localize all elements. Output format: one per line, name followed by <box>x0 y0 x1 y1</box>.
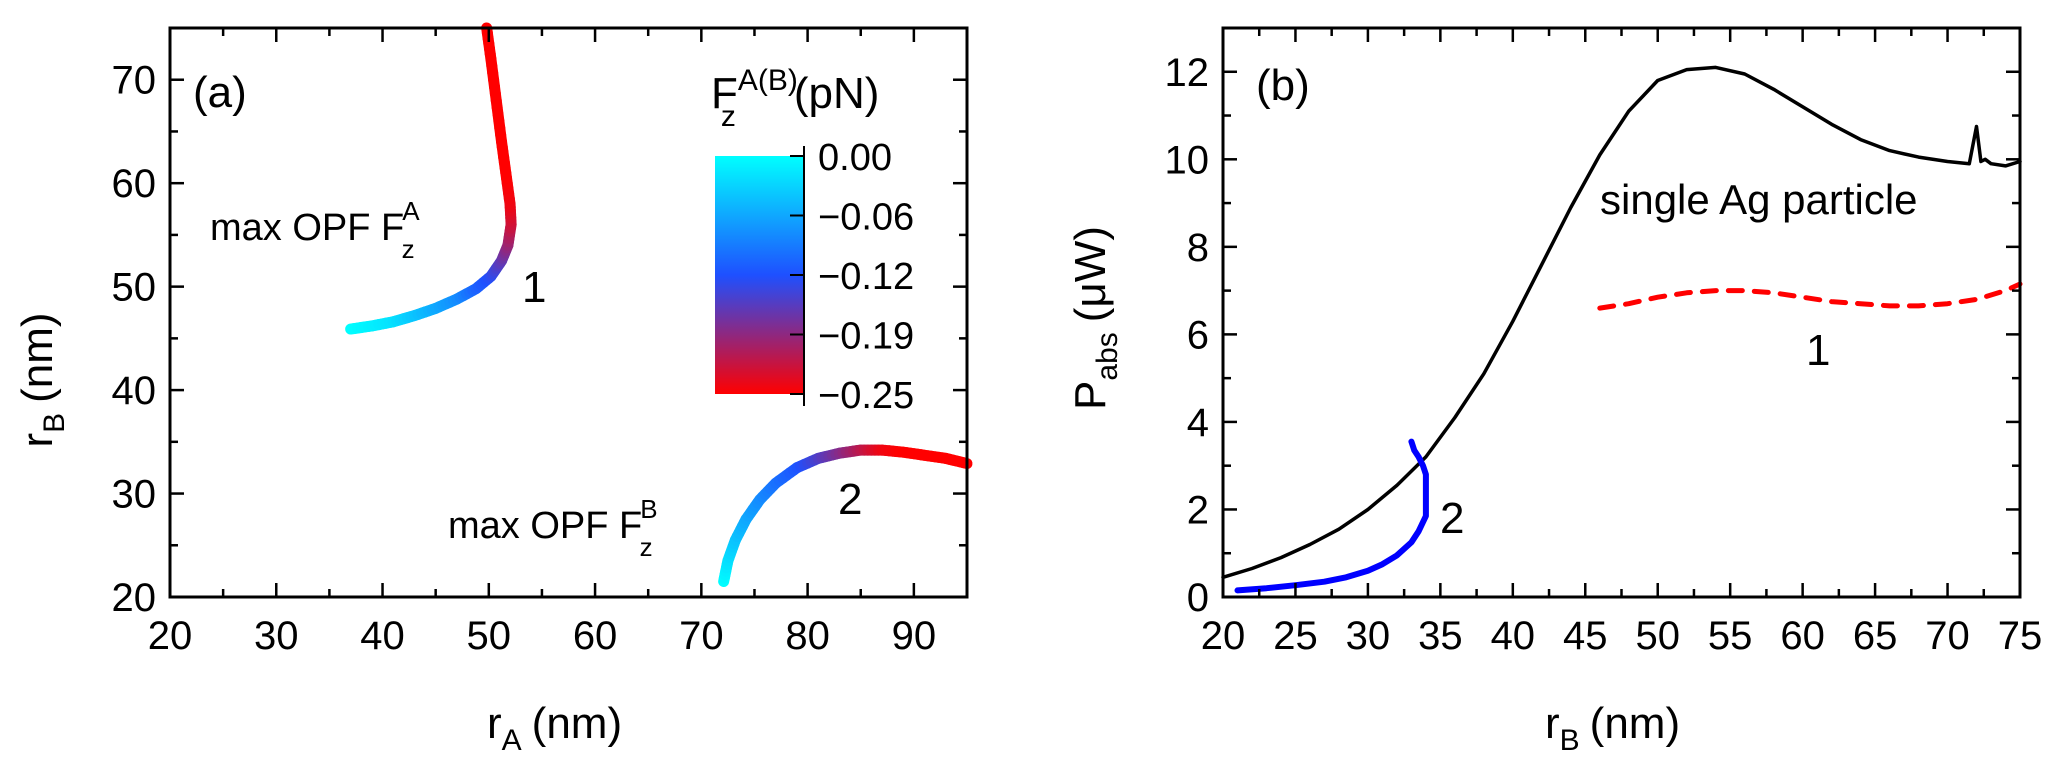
b-x-tick-label: 40 <box>1491 614 1536 658</box>
colorbar-gradient <box>715 156 803 394</box>
a-x-tick-label: 20 <box>148 614 193 658</box>
b-x-tick-label: 70 <box>1925 614 1970 658</box>
a-y-tick-label: 60 <box>112 162 157 206</box>
a-y-tick-label: 30 <box>112 473 157 517</box>
panel-b-label: (b) <box>1256 61 1310 110</box>
y-axis-label-b: Pabs(μW) <box>1066 226 1124 410</box>
b-y-tick-label: 4 <box>1187 401 1209 445</box>
b-y-tick-label: 12 <box>1165 51 1210 95</box>
colorbar-tick-label: 0.00 <box>818 137 892 179</box>
colorbar-tick-label: −0.06 <box>818 197 914 239</box>
b-y-tick-label: 6 <box>1187 313 1209 357</box>
b-y-tick-label: 0 <box>1187 576 1209 620</box>
b-y-tick-label: 10 <box>1165 138 1210 182</box>
b-x-tick-label: 30 <box>1346 614 1391 658</box>
colorbar: 0.00 −0.06 −0.12 −0.19 −0.25 FA(B)z(pN) <box>711 64 914 417</box>
b-x-tick-label: 35 <box>1418 614 1463 658</box>
a-y-tick-label: 70 <box>112 59 157 103</box>
a-y-tick-label: 20 <box>112 576 157 620</box>
a-x-tick-label: 30 <box>254 614 299 658</box>
annotation-single-ag: single Ag particle <box>1600 176 1918 223</box>
a-x-tick-label: 90 <box>892 614 937 658</box>
curve-label-b-1: 1 <box>1806 326 1830 375</box>
a-x-tick-label: 50 <box>467 614 512 658</box>
curve-label-2: 2 <box>838 475 862 524</box>
panel-b-frame <box>1223 28 2020 597</box>
a-x-tick-label: 80 <box>785 614 830 658</box>
b-x-tick-label: 55 <box>1708 614 1753 658</box>
panel-a-label: (a) <box>193 68 247 117</box>
colorbar-tick-label: −0.19 <box>818 316 914 358</box>
x-axis-label-a: rA(nm) <box>487 699 622 757</box>
b-y-tick-label: 2 <box>1187 488 1209 532</box>
curve-label-1: 1 <box>522 263 546 312</box>
b-x-tick-label: 60 <box>1780 614 1825 658</box>
a-y-tick-label: 40 <box>112 369 157 413</box>
colorbar-tick-label: −0.25 <box>818 375 914 417</box>
a-x-tick-label: 70 <box>679 614 724 658</box>
colorbar-tick-label: −0.12 <box>818 256 914 298</box>
b-x-tick-label: 45 <box>1563 614 1608 658</box>
b-x-tick-label: 65 <box>1853 614 1898 658</box>
power-curve-single-ag-particle <box>1223 67 2020 577</box>
curve-label-b-2: 2 <box>1440 494 1464 543</box>
b-x-tick-label: 50 <box>1635 614 1680 658</box>
a-x-tick-label: 40 <box>360 614 405 658</box>
power-curve-2 <box>1238 442 1426 591</box>
panel-a: 20 30 40 50 60 70 80 90 20 30 40 50 60 70 (a) 0.00 −0.… <box>13 28 967 757</box>
a-x-tick-label: 60 <box>573 614 618 658</box>
panel-b-curves <box>1223 67 2020 590</box>
colorbar-ticks: 0.00 −0.06 −0.12 −0.19 −0.25 <box>790 137 914 417</box>
y-axis-label-a: rB(nm) <box>13 312 71 447</box>
b-y-tick-label: 8 <box>1187 226 1209 270</box>
x-axis-label-b: rB(nm) <box>1545 699 1680 757</box>
b-x-tick-label: 75 <box>1998 614 2043 658</box>
b-x-tick-label: 20 <box>1201 614 1246 658</box>
colorbar-title: FA(B)z(pN) <box>711 64 879 133</box>
a-y-tick-label: 50 <box>112 266 157 310</box>
force-curve-1 <box>351 28 511 329</box>
b-x-tick-label: 25 <box>1273 614 1318 658</box>
power-curve-1 <box>1600 284 2020 308</box>
